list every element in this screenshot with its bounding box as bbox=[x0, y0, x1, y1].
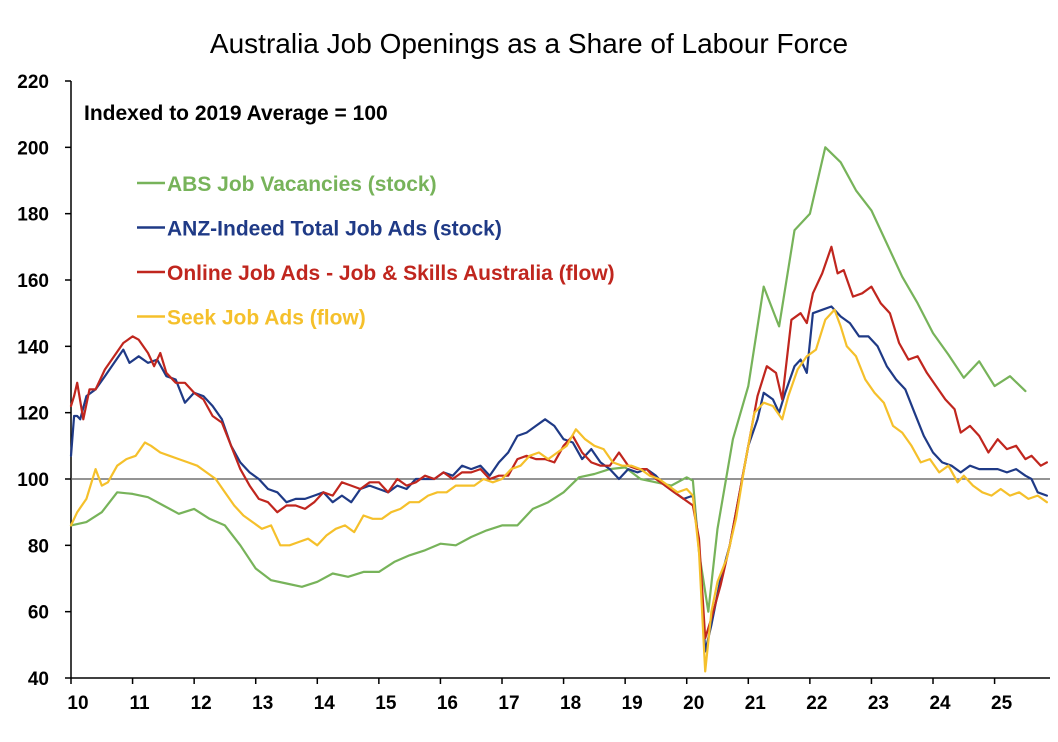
x-tick-label: 13 bbox=[252, 693, 273, 714]
x-tick-label: 14 bbox=[314, 693, 336, 714]
series-line-1 bbox=[69, 305, 1048, 653]
x-tick-label: 21 bbox=[745, 693, 767, 714]
y-tick-label: 140 bbox=[17, 337, 49, 358]
y-tick-label: 40 bbox=[28, 669, 49, 690]
y-tick-label: 60 bbox=[28, 603, 49, 624]
x-tick-label: 19 bbox=[622, 693, 643, 714]
x-tick-label: 16 bbox=[437, 693, 458, 714]
x-tick-label: 12 bbox=[191, 693, 212, 714]
x-tick-label: 24 bbox=[929, 693, 951, 714]
index-note: Indexed to 2019 Average = 100 bbox=[84, 102, 388, 125]
x-tick-label: 25 bbox=[991, 693, 1013, 714]
series-lines bbox=[69, 146, 1048, 673]
y-tick-label: 160 bbox=[17, 271, 49, 292]
y-tick-label: 180 bbox=[17, 205, 49, 226]
legend-label: Seek Job Ads (flow) bbox=[167, 307, 366, 330]
y-tick-label: 200 bbox=[17, 138, 49, 159]
series-line-0 bbox=[69, 146, 1027, 613]
x-tick-label: 15 bbox=[375, 693, 397, 714]
chart-title: Australia Job Openings as a Share of Lab… bbox=[209, 28, 849, 59]
x-tick-label: 10 bbox=[67, 693, 88, 714]
y-tick-label: 120 bbox=[17, 404, 49, 425]
x-tick-label: 17 bbox=[498, 693, 519, 714]
legend-label: Online Job Ads - Job & Skills Australia … bbox=[167, 262, 615, 285]
y-tick-label: 220 bbox=[17, 72, 49, 93]
axes: 40 60 80 100 120 140 160 180 200 220 10 11 12 13 14 15 1… bbox=[17, 72, 1050, 714]
y-tick-label: 80 bbox=[28, 536, 49, 557]
x-tick-label: 20 bbox=[683, 693, 704, 714]
x-tick-label: 18 bbox=[560, 693, 581, 714]
legend-label: ABS Job Vacancies (stock) bbox=[167, 173, 437, 196]
x-tick-label: 11 bbox=[130, 693, 151, 714]
legend: ABS Job Vacancies (stock) ANZ-Indeed Tota… bbox=[137, 173, 615, 330]
y-tick-label: 100 bbox=[17, 470, 49, 491]
x-tick-label: 23 bbox=[868, 693, 889, 714]
x-tick-label: 22 bbox=[806, 693, 827, 714]
legend-label: ANZ-Indeed Total Job Ads (stock) bbox=[167, 218, 502, 241]
series-line-3 bbox=[69, 308, 1048, 673]
series-line-2 bbox=[69, 245, 1048, 640]
